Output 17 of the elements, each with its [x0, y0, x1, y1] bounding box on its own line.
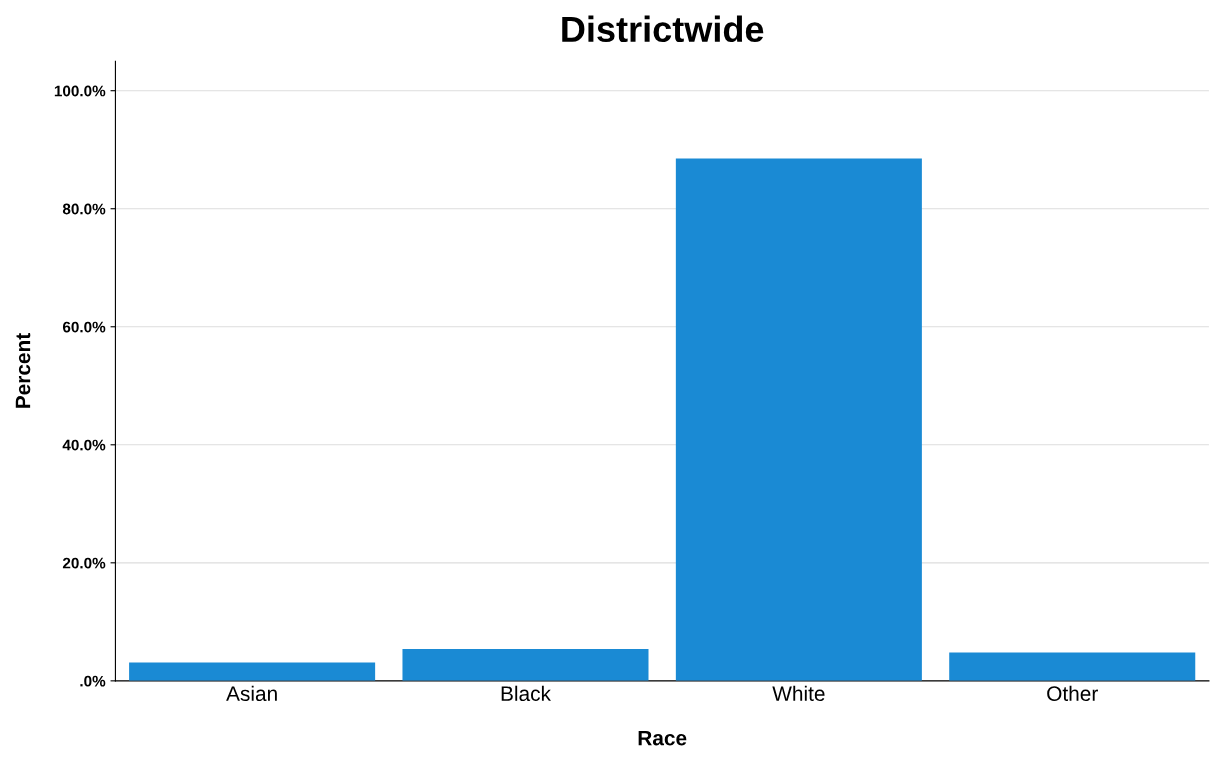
y-tick-label: 80.0% [62, 203, 106, 215]
chart-title: Districtwide [562, 15, 764, 43]
x-tick-label: Black [501, 685, 551, 702]
y-tick-label: 60.0% [62, 321, 106, 333]
y-tick-label: 100.0% [54, 85, 106, 97]
bar [402, 648, 649, 681]
x-tick-label: Asian [226, 685, 277, 702]
y-tick-label: .0% [80, 675, 106, 687]
y-axis-title: Percent [15, 333, 31, 408]
x-tick-label: Other [1047, 685, 1098, 702]
x-axis-title: Race [638, 730, 687, 746]
bar [949, 652, 1196, 681]
y-tick-label: 20.0% [62, 557, 106, 569]
x-tick-label: White [772, 685, 825, 702]
bar [675, 158, 922, 681]
bar [129, 662, 376, 681]
y-tick-label: 40.0% [62, 439, 106, 451]
